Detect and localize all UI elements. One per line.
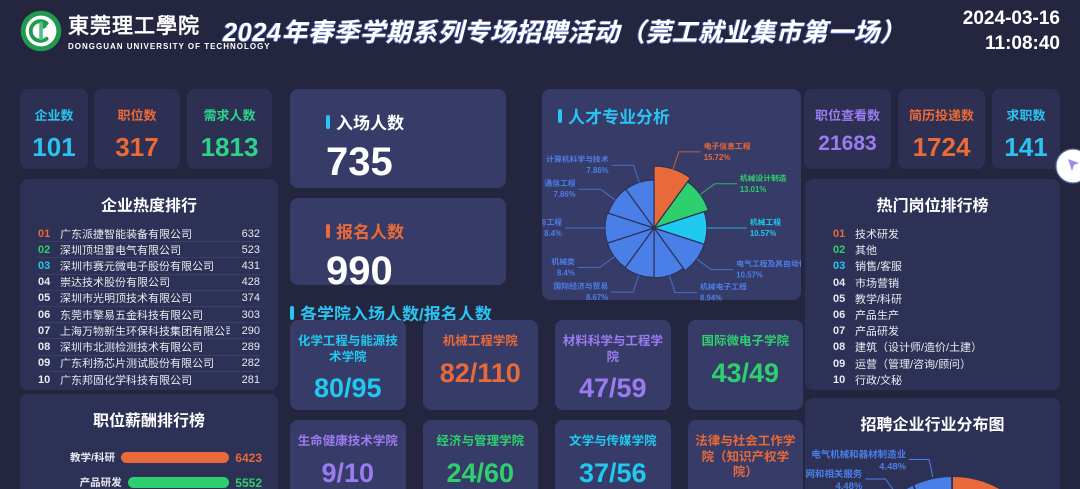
svg-text:电气工程及其自动化: 电气工程及其自动化 [736, 259, 801, 269]
svg-text:13.01%: 13.01% [740, 185, 767, 194]
svg-text:电子信息工程: 电子信息工程 [704, 142, 751, 151]
svg-text:机械电子工程: 机械电子工程 [699, 283, 747, 292]
svg-text:10.57%: 10.57% [736, 271, 763, 280]
svg-text:通信工程: 通信工程 [544, 179, 575, 188]
svg-text:8.94%: 8.94% [700, 294, 722, 303]
svg-text:电子科学与工程: 电子科学与工程 [542, 218, 562, 227]
svg-text:电气机械和器材制造业: 电气机械和器材制造业 [811, 449, 906, 461]
svg-text:机械设计制造: 机械设计制造 [739, 173, 787, 183]
svg-text:国际经济与贸易: 国际经济与贸易 [554, 282, 609, 291]
svg-text:8.4%: 8.4% [544, 229, 562, 238]
svg-text:10.57%: 10.57% [750, 229, 777, 238]
svg-text:互联网和相关服务: 互联网和相关服务 [805, 468, 863, 480]
svg-text:4.48%: 4.48% [879, 462, 906, 473]
svg-text:4.48%: 4.48% [835, 481, 862, 489]
svg-text:8.4%: 8.4% [557, 268, 575, 277]
svg-text:7.86%: 7.86% [586, 166, 608, 175]
svg-text:7.86%: 7.86% [553, 190, 575, 199]
svg-text:计算机科学与技术: 计算机科学与技术 [546, 155, 609, 164]
svg-text:机械工程: 机械工程 [749, 218, 781, 227]
svg-text:15.72%: 15.72% [704, 153, 731, 162]
svg-text:8.67%: 8.67% [586, 293, 608, 302]
svg-text:机械类: 机械类 [550, 257, 575, 266]
